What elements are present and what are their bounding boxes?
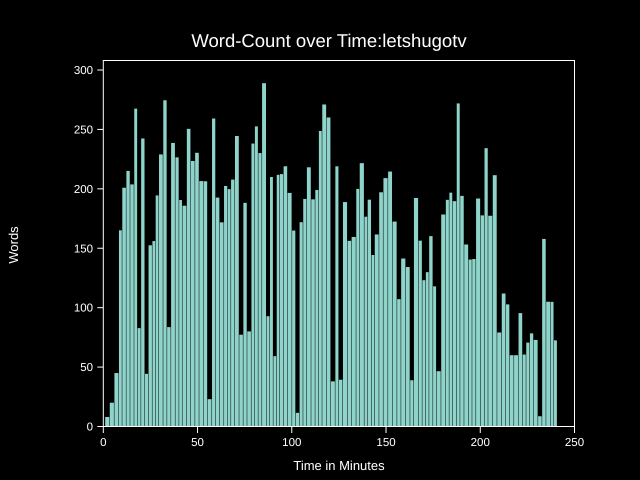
svg-text:150: 150 — [376, 437, 395, 449]
svg-text:100: 100 — [282, 437, 301, 449]
svg-text:250: 250 — [565, 437, 584, 449]
svg-text:50: 50 — [80, 362, 93, 374]
svg-text:0: 0 — [87, 422, 93, 434]
svg-text:150: 150 — [74, 243, 93, 255]
svg-text:50: 50 — [191, 437, 204, 449]
svg-text:Time in Minutes: Time in Minutes — [293, 458, 385, 473]
svg-text:200: 200 — [74, 184, 93, 196]
svg-text:100: 100 — [74, 303, 93, 315]
svg-text:250: 250 — [74, 124, 93, 136]
svg-text:Word-Count over Time:letshugot: Word-Count over Time:letshugotv — [191, 30, 467, 51]
svg-text:300: 300 — [74, 65, 93, 77]
svg-text:Words: Words — [6, 226, 21, 264]
svg-text:0: 0 — [100, 437, 106, 449]
svg-text:200: 200 — [471, 437, 490, 449]
